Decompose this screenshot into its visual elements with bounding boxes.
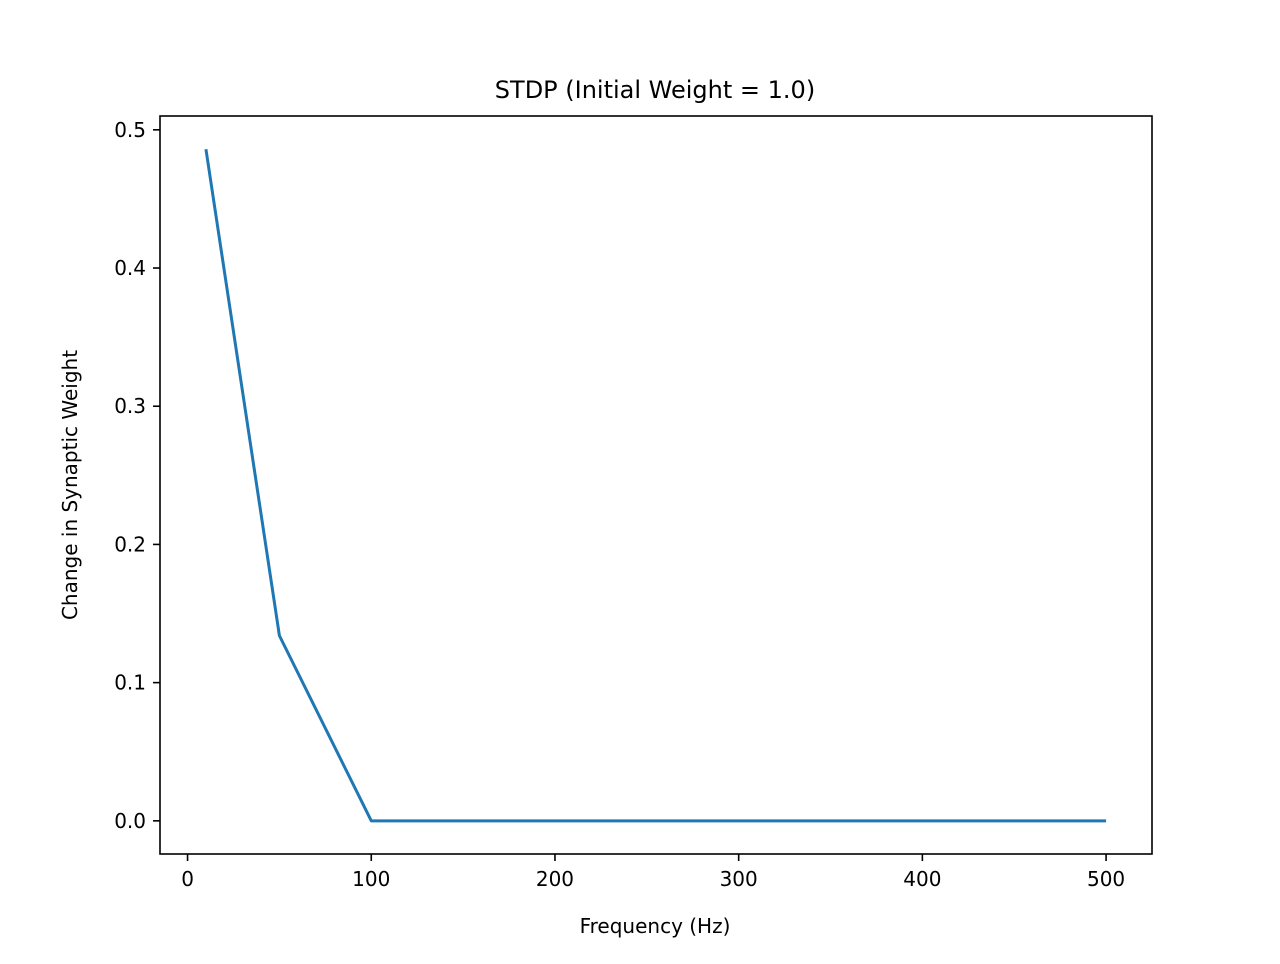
y-tick-label: 0.4 bbox=[114, 256, 146, 280]
y-tick-label: 0.2 bbox=[114, 532, 146, 556]
x-tick-label: 200 bbox=[536, 867, 574, 891]
x-axis-label: Frequency (Hz) bbox=[580, 914, 731, 938]
y-axis-label: Change in Synaptic Weight bbox=[58, 350, 82, 620]
chart-title: STDP (Initial Weight = 1.0) bbox=[495, 76, 815, 104]
x-tick-label: 400 bbox=[903, 867, 941, 891]
x-tick-label: 300 bbox=[720, 867, 758, 891]
x-tick-label: 0 bbox=[181, 867, 194, 891]
x-tick-label: 500 bbox=[1087, 867, 1125, 891]
x-tick-label: 100 bbox=[352, 867, 390, 891]
y-tick-label: 0.5 bbox=[114, 118, 146, 142]
y-tick-label: 0.1 bbox=[114, 671, 146, 695]
y-tick-label: 0.3 bbox=[114, 394, 146, 418]
y-tick-label: 0.0 bbox=[114, 809, 146, 833]
